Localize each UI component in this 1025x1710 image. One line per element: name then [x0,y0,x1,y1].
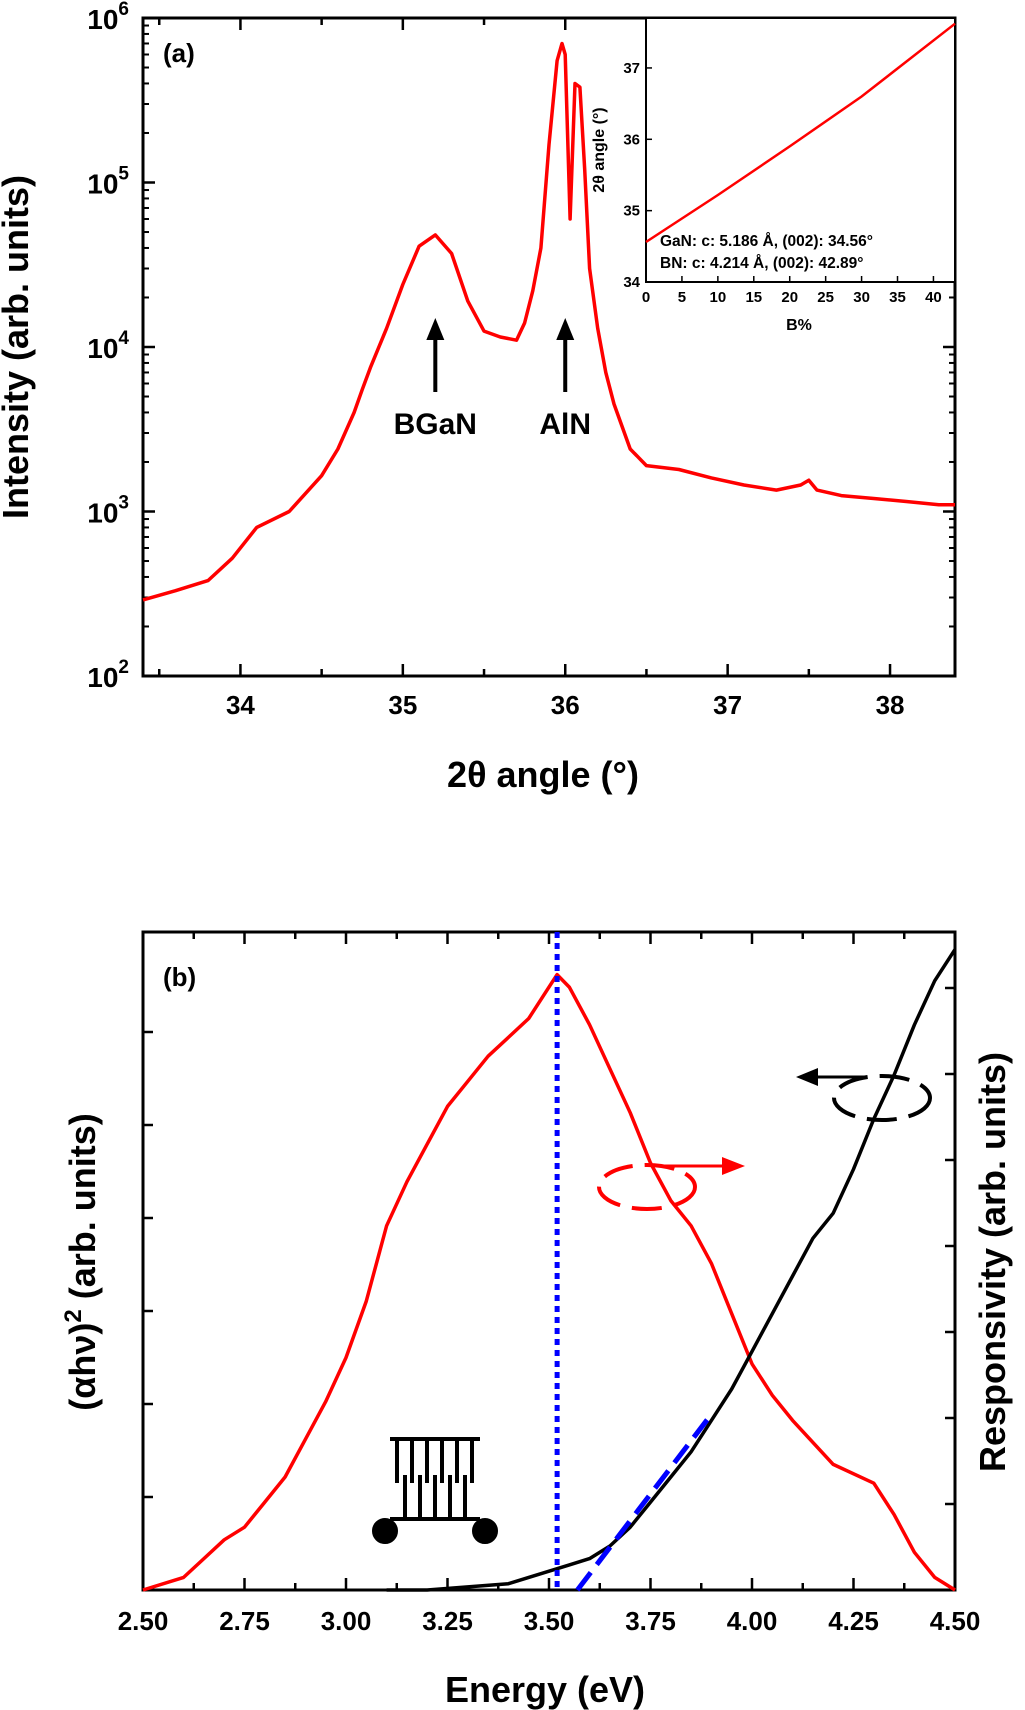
panel-b-x-ticks: 2.50 2.75 3.00 3.25 3.50 3.75 4.00 4.25 4.50 [118,932,981,1636]
inset-frame [645,17,956,283]
panel-a-x-ticks: 34 35 36 37 38 [157,18,905,720]
responsivity-indicator-ellipse [597,1163,697,1211]
panel-a-inset: 0 5 10 15 20 25 30 35 40 34 35 36 37 B% 2θ angle (°)… [591,17,956,334]
inset-x-tick-label: 0 [642,289,650,306]
aln-peak-label: AlN [539,408,591,441]
inset-y-tick-label: 35 [623,203,640,220]
panel-b-x-tick-label: 3.75 [625,1606,676,1636]
panel-b-x-tick-label: 4.00 [727,1606,778,1636]
inset-ticks: 0 5 10 15 20 25 30 35 40 34 35 36 37 [623,60,941,306]
panel-a-annotations: BGaN AlN [394,318,591,441]
responsivity-indicator-arrowhead [722,1157,745,1175]
inset-note-gan: GaN: c: 5.186 Å, (002): 34.56° [660,233,873,250]
panel-a-x-tick-label: 36 [551,690,580,720]
panel-a-label: (a) [163,38,195,68]
absorption-indicator-arrowhead [796,1068,818,1086]
annotation-arrowhead [556,318,575,340]
panel-b-x-axis-label: Energy (eV) [445,1669,645,1710]
panel-b-x-tick-label: 4.25 [828,1606,879,1636]
inset-x-tick-label: 40 [925,289,942,306]
absorption-axis-indicator [796,1068,932,1122]
panel-b-x-tick-label: 3.00 [321,1606,372,1636]
panel-a-y-tick-label: 106 [87,0,129,35]
panel-a-x-axis-label: 2θ angle (°) [447,754,639,795]
inset-x-tick-label: 10 [710,289,727,306]
responsivity-series-line [142,972,956,1592]
inset-x-tick-label: 25 [817,289,834,306]
panel-a-y-axis-label: Intensity (arb. units) [0,175,36,519]
panel-b: 2.50 2.75 3.00 3.25 3.50 3.75 4.00 4.25 4.50 (b)… [60,930,1013,1710]
panel-b-y-axis-label-right: Responsivity (arb. units) [972,1052,1013,1472]
inset-y-tick-label: 34 [623,274,640,291]
panel-a-y-tick-label: 105 [87,164,129,200]
panel-a-x-tick-label: 35 [388,690,417,720]
panel-a-x-tick-label: 38 [876,690,905,720]
inset-x-tick-label: 15 [745,289,762,306]
inset-x-tick-label: 20 [781,289,798,306]
inset-y-tick-label: 36 [623,131,640,148]
inset-series-line [645,22,956,244]
inset-x-tick-label: 5 [678,289,686,306]
panel-a-y-tick-label: 104 [87,328,129,364]
panel-b-x-tick-label: 3.50 [524,1606,575,1636]
panel-b-y-ticks [143,986,955,1506]
linear-fit-line [575,1412,714,1592]
panel-b-curves [142,932,957,1592]
absorption-series-line [386,948,957,1592]
photodetector-icon [372,1437,498,1544]
panel-a-x-tick-label: 37 [713,690,742,720]
panel-a-x-tick-label: 34 [226,690,255,720]
annotation-arrowhead [426,318,445,340]
panel-b-label: (b) [163,962,196,992]
panel-b-x-tick-label: 4.50 [930,1606,981,1636]
xrd-series-line [142,41,955,602]
inset-x-axis-label: B% [786,317,812,334]
inset-y-tick-label: 37 [623,60,640,77]
absorption-indicator-ellipse [832,1074,932,1122]
panel-b-y-axis-label-left: (αhν)2 (arb. units) [60,1113,103,1410]
panel-a-y-tick-label: 103 [87,493,129,529]
inset-x-tick-label: 35 [889,289,906,306]
inset-curve [645,22,956,244]
panel-a-xrd-curve [142,41,955,602]
bgan-peak-label: BGaN [394,408,477,441]
panel-b-x-tick-label: 2.75 [219,1606,270,1636]
panel-b-frame [141,930,957,1592]
inset-x-tick-label: 30 [853,289,870,306]
panel-b-x-tick-label: 2.50 [118,1606,169,1636]
inset-y-axis-label: 2θ angle (°) [591,107,608,192]
responsivity-axis-indicator [597,1157,745,1211]
panel-a-y-tick-label: 102 [87,657,129,693]
panel-b-x-tick-label: 3.25 [422,1606,473,1636]
inset-note-bn: BN: c: 4.214 Å, (002): 42.89° [660,255,863,272]
